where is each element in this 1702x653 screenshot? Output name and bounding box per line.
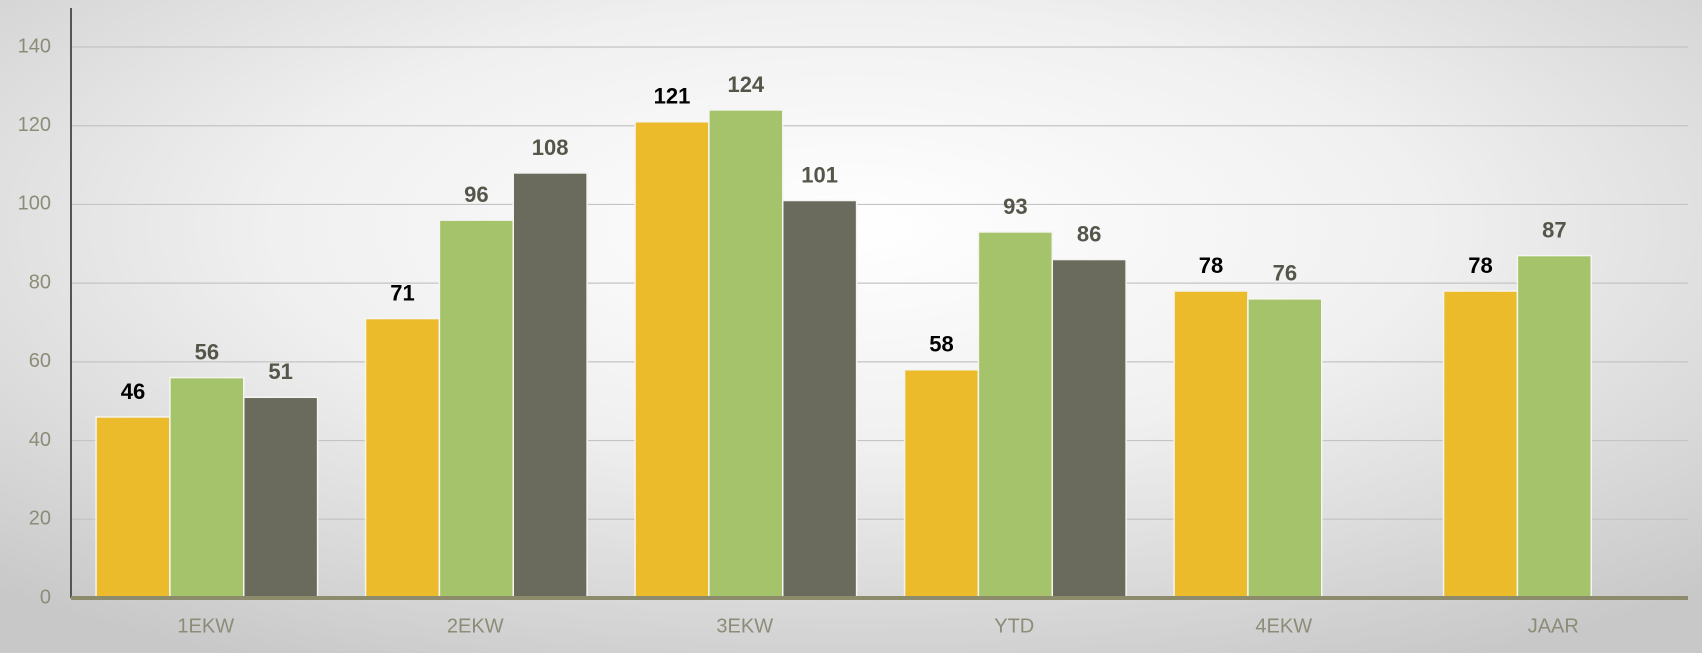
bar — [781, 199, 858, 599]
y-tick-label: 60 — [29, 350, 51, 372]
value-label: 108 — [532, 135, 569, 160]
bar — [634, 121, 710, 599]
value-label: 78 — [1468, 253, 1492, 278]
y-tick-label: 0 — [40, 586, 51, 608]
y-tick-label: 100 — [18, 193, 51, 215]
value-label: 71 — [390, 280, 414, 305]
value-label: 101 — [801, 162, 838, 187]
value-label: 46 — [121, 379, 145, 404]
bar — [95, 416, 171, 599]
value-label: 124 — [727, 72, 764, 97]
value-label: 121 — [654, 84, 691, 109]
x-tick-label: 3EKW — [716, 615, 773, 637]
value-label: 76 — [1273, 261, 1297, 286]
bar — [1516, 254, 1592, 599]
x-tick-label: 4EKW — [1255, 615, 1312, 637]
y-tick-label: 80 — [29, 271, 51, 293]
value-label: 78 — [1199, 253, 1223, 278]
bar — [977, 231, 1053, 599]
value-label: 51 — [268, 359, 292, 384]
bar — [364, 317, 441, 599]
x-tick-label: 2EKW — [447, 615, 504, 637]
bar — [1173, 290, 1249, 599]
bar — [512, 172, 588, 599]
value-label: 87 — [1542, 217, 1566, 242]
value-label: 58 — [929, 332, 953, 357]
y-tick-label: 20 — [29, 508, 51, 530]
bar — [1051, 258, 1127, 599]
bar — [1247, 298, 1323, 599]
y-tick-label: 140 — [18, 35, 51, 57]
y-tick-label: 40 — [29, 429, 51, 451]
bar — [169, 376, 245, 599]
x-tick-label: 1EKW — [177, 615, 234, 637]
bar — [438, 219, 514, 599]
value-label: 86 — [1077, 221, 1101, 246]
y-tick-label: 120 — [18, 114, 51, 136]
bar — [708, 109, 784, 599]
bar — [242, 396, 319, 599]
x-tick-label: YTD — [994, 615, 1034, 637]
bar — [903, 368, 980, 599]
bar — [1442, 290, 1519, 599]
value-label: 96 — [464, 182, 488, 207]
value-label: 93 — [1003, 194, 1027, 219]
value-label: 56 — [195, 339, 219, 364]
x-tick-label: JAAR — [1528, 615, 1579, 637]
